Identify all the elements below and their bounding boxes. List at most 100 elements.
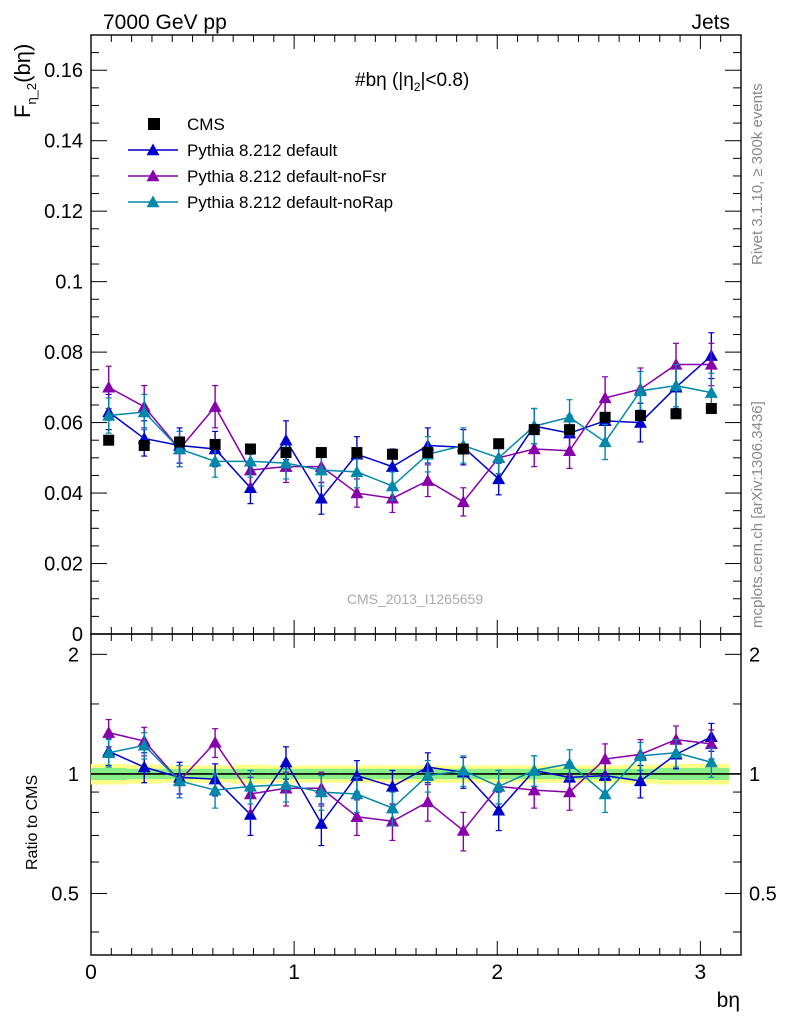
y-tick-label: 0.08: [44, 342, 83, 364]
legend-label: Pythia 8.212 default-noFsr: [187, 167, 387, 186]
mc-3-point: [563, 410, 577, 423]
cms-point: [422, 447, 434, 459]
mc-1-ratio-point: [137, 760, 151, 773]
y-tick-label: 0.16: [44, 60, 83, 82]
mc-3-ratio-point: [527, 763, 541, 776]
cms-point: [103, 434, 115, 446]
mc-2-point: [704, 357, 718, 370]
mc-1-ratio-point: [243, 808, 257, 820]
mc-1-point: [314, 491, 328, 504]
cms-point: [209, 438, 221, 450]
mc-2-point: [350, 486, 364, 499]
mc-3-ratio-point: [243, 779, 257, 792]
mc-2-point: [421, 474, 435, 486]
cms-point: [386, 448, 398, 460]
mc-2-ratio-point: [669, 733, 683, 745]
mc-2-point: [669, 357, 683, 370]
mc-3-ratio-line: [108, 744, 712, 810]
mc-3-point: [492, 451, 506, 464]
cms-point: [244, 443, 256, 455]
cms-point: [457, 443, 469, 455]
mc-1-ratio-line: [108, 736, 712, 825]
mc-1-line: [108, 355, 712, 500]
ratio-axis-label: Ratio to CMS: [24, 775, 41, 870]
mc-3-line: [108, 384, 712, 487]
mc-2-point: [456, 495, 470, 508]
ratio-tick-label: 0.5: [51, 883, 79, 905]
mc-2-point: [563, 444, 577, 456]
mc-3-point: [314, 463, 328, 476]
mc-2-ratio-point: [527, 783, 541, 796]
mc-3-point: [173, 442, 187, 455]
mc-2-point: [598, 391, 612, 404]
cms-point: [599, 411, 611, 423]
main-panel: 0 0.02 0.04 0.06 0.08 0.1 0.12 0.14 0.16: [44, 34, 742, 646]
mc-2-ratio-point: [208, 735, 222, 748]
legend-marker-mc-3: [146, 195, 160, 208]
mc-2-ratio-point: [350, 810, 364, 822]
cms-point: [351, 447, 363, 459]
mc-1-ratio-point: [385, 779, 399, 792]
y-axis-label: Fη_2(bη): [10, 44, 39, 118]
cms-point: [564, 424, 576, 436]
mc-3-ratio-point: [492, 779, 506, 792]
ratio-tick-label-right: 0.5: [749, 883, 777, 905]
y-tick-label: 0.02: [44, 554, 83, 576]
mc-1-ratio-point: [279, 755, 293, 768]
mc-3-ratio-point: [385, 801, 399, 814]
mc-1-ratio-point: [350, 769, 364, 781]
ratio-tick-label-right: 1: [749, 764, 760, 786]
mc-3-ratio-point: [704, 755, 718, 768]
y-tick-label: 0.04: [44, 483, 83, 505]
x-tick-label: 2: [491, 961, 503, 984]
cms-point: [705, 402, 717, 414]
mc-3-ratio-point: [314, 785, 328, 798]
mc-3-ratio-point: [173, 774, 187, 787]
mc-1-point: [243, 481, 257, 493]
cms-point: [315, 447, 327, 459]
cms-point: [634, 410, 646, 422]
mc-3-point: [385, 479, 399, 492]
legend: CMS Pythia 8.212 default Pythia 8.212 defa…: [128, 115, 393, 212]
mc-3-point: [598, 435, 612, 448]
mc-3-point: [137, 405, 151, 418]
ratio-tick-label-right: 2: [749, 644, 760, 666]
mc-3-ratio-point: [102, 746, 116, 759]
mc-1-point: [492, 472, 506, 485]
x-tick-label: 0: [85, 961, 97, 984]
mc-3-ratio-point: [669, 746, 683, 759]
mcplots-label: mcplots.cern.ch [arXiv:1306.3436]: [749, 401, 766, 628]
mc-1-point: [385, 460, 399, 472]
mc-3-ratio-point: [456, 763, 470, 776]
mc-2-ratio-line: [108, 731, 712, 832]
mc-3-point: [669, 379, 683, 391]
mc-3-point: [279, 456, 293, 469]
mc-3-ratio-point: [350, 787, 364, 800]
y-tick-label: 0: [72, 624, 83, 646]
rivet-label: Rivet 3.1.10, ≥ 300k events: [749, 83, 766, 265]
mc-2-point: [102, 380, 116, 393]
legend-label: Pythia 8.212 default: [187, 141, 338, 160]
cms-point: [174, 436, 186, 448]
chart-title: #bη (|η2|<0.8): [355, 70, 469, 94]
analysis-watermark: CMS_2013_I1265659: [347, 591, 483, 607]
mc-1-ratio-point: [492, 803, 506, 816]
mc-3-point: [208, 454, 222, 467]
mc-2-ratio-point: [598, 752, 612, 765]
energy-label: 7000 GeV pp: [103, 11, 227, 34]
cms-point: [493, 438, 505, 450]
mc-3-point: [633, 384, 647, 397]
y-tick-label: 0.14: [44, 131, 83, 153]
mc-3-ratio-point: [563, 757, 577, 770]
x-tick-label: 3: [695, 961, 707, 984]
mc-1-ratio-point: [633, 774, 647, 787]
mc-3-ratio-point: [421, 769, 435, 781]
mc-3-ratio-point: [633, 749, 647, 762]
mc-1-point: [633, 416, 647, 428]
x-axis-label: bη: [717, 989, 740, 1012]
ratio-frame: [90, 633, 742, 956]
mc-3-ratio-point: [279, 778, 293, 790]
y-tick-label: 0.1: [55, 272, 83, 294]
process-label: Jets: [691, 11, 730, 34]
